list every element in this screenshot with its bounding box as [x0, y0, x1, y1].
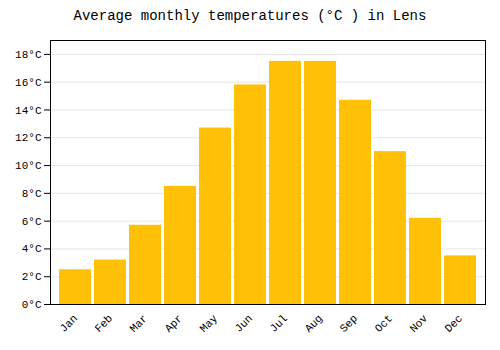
svg-text:0°C: 0°C	[22, 299, 42, 311]
svg-text:Dec: Dec	[443, 312, 465, 334]
svg-text:Nov: Nov	[408, 312, 431, 335]
svg-text:6°C: 6°C	[22, 216, 42, 228]
svg-text:Apr: Apr	[163, 312, 185, 334]
svg-text:Sep: Sep	[338, 312, 360, 334]
svg-text:Jul: Jul	[268, 312, 290, 334]
svg-text:Mar: Mar	[128, 312, 150, 334]
svg-text:Jan: Jan	[58, 312, 80, 334]
svg-text:14°C: 14°C	[15, 104, 42, 116]
svg-text:Feb: Feb	[93, 312, 115, 334]
svg-text:Aug: Aug	[303, 312, 325, 334]
svg-text:18°C: 18°C	[15, 49, 42, 61]
svg-text:16°C: 16°C	[15, 77, 42, 89]
html-text:Average monthly temperatures (: Average monthly temperatures (°C ) in Le…	[73, 8, 427, 24]
svg-text:12°C: 12°C	[15, 132, 42, 144]
svg-text:10°C: 10°C	[15, 160, 42, 172]
svg-text:8°C: 8°C	[22, 188, 42, 200]
svg-text:Oct: Oct	[373, 312, 395, 334]
svg-text:Jun: Jun	[233, 312, 255, 334]
svg-text:4°C: 4°C	[22, 243, 42, 255]
svg-text:2°C: 2°C	[22, 271, 42, 283]
svg-text:May: May	[198, 312, 221, 335]
